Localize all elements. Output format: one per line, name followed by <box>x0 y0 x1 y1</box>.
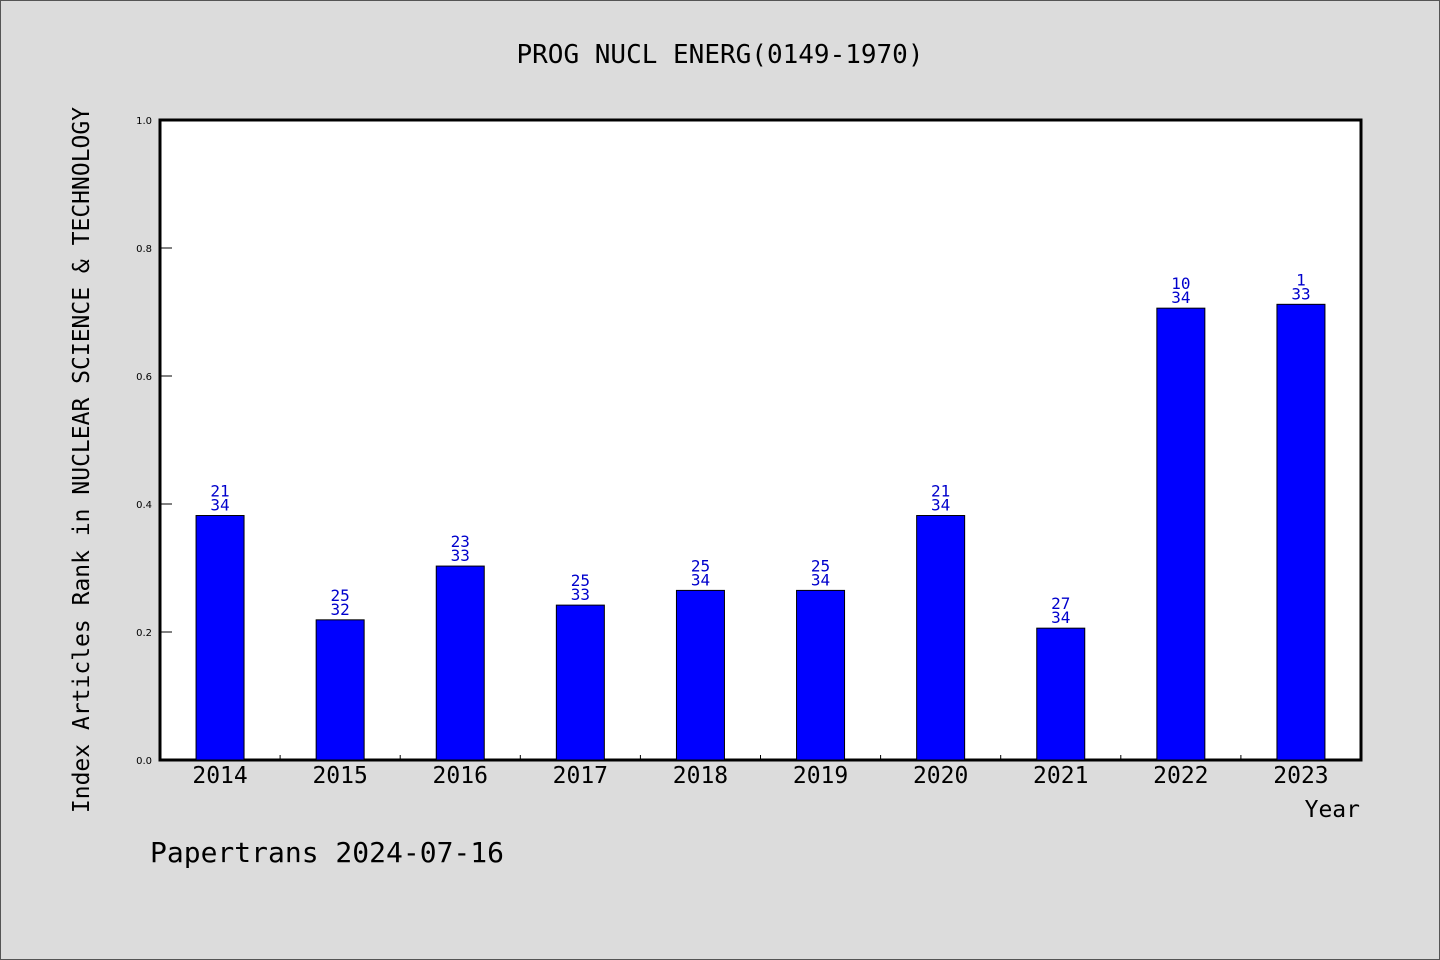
y-axis: 0.0 0.2 0.4 0.6 0.8 1.0 <box>136 116 172 767</box>
bar-rank-label-2014: 21 <box>210 482 229 501</box>
x-tick-label-2020: 2020 <box>913 763 968 789</box>
bar-rank-label-2018: 25 <box>691 556 710 575</box>
x-tick-label-2016: 2016 <box>433 763 488 789</box>
bar-2018 <box>675 589 725 761</box>
bar-total-label-2018: 34 <box>691 570 710 589</box>
bar-total-label-2023: 33 <box>1291 284 1310 303</box>
bar-rank-label-2022: 10 <box>1171 274 1190 293</box>
bar-rank-label-2015: 25 <box>331 586 350 605</box>
y-tick-label-0.0: 0.0 <box>136 756 152 767</box>
bar-total-label-2019: 34 <box>811 570 830 589</box>
bar-rank-label-2017: 25 <box>571 571 590 590</box>
x-axis: 2014 2015 2016 2017 2018 2019 2020 2021 2022 2023 <box>192 755 1329 789</box>
bar-total-label-2020: 34 <box>931 496 950 515</box>
bar-2017 <box>555 604 605 761</box>
bar-2016 <box>435 565 485 761</box>
bar-2023 <box>1276 303 1326 761</box>
x-axis-label: Year <box>1305 797 1360 823</box>
bar-total-label-2016: 33 <box>451 546 470 565</box>
bar-total-label-2022: 34 <box>1171 288 1190 307</box>
bar-rank-label-2019: 25 <box>811 556 830 575</box>
bar-2019 <box>796 589 846 761</box>
bar-2021 <box>1036 627 1086 761</box>
bar-2020 <box>916 515 966 761</box>
bar-rank-label-2016: 23 <box>451 532 470 551</box>
bar-2015 <box>315 619 365 761</box>
bar-2014 <box>195 515 245 761</box>
y-tick-label-1.0: 1.0 <box>136 116 152 127</box>
bar-total-label-2015: 32 <box>331 600 350 619</box>
y-tick-label-0.4: 0.4 <box>136 500 152 511</box>
x-tick-label-2015: 2015 <box>312 763 367 789</box>
bar-total-label-2014: 34 <box>210 496 229 515</box>
bar-2022 <box>1156 307 1206 761</box>
x-tick-label-2014: 2014 <box>192 763 247 789</box>
y-tick-label-0.2: 0.2 <box>136 628 152 639</box>
x-tick-label-2023: 2023 <box>1273 763 1328 789</box>
bars-group <box>195 303 1326 761</box>
chart-title: PROG NUCL ENERG(0149-1970) <box>517 40 924 70</box>
bar-rank-label-2023: 1 <box>1296 270 1306 289</box>
x-tick-label-2021: 2021 <box>1033 763 1088 789</box>
x-tick-label-2019: 2019 <box>793 763 848 789</box>
x-tick-label-2022: 2022 <box>1153 763 1208 789</box>
bar-total-label-2017: 33 <box>571 585 590 604</box>
x-tick-label-2018: 2018 <box>673 763 728 789</box>
bar-total-label-2021: 34 <box>1051 608 1070 627</box>
x-tick-label-2017: 2017 <box>553 763 608 789</box>
footer-text: Papertrans 2024-07-16 <box>150 836 504 869</box>
bar-rank-label-2021: 27 <box>1051 594 1070 613</box>
bar-rank-label-2020: 21 <box>931 482 950 501</box>
y-tick-label-0.8: 0.8 <box>136 244 152 255</box>
y-tick-label-0.6: 0.6 <box>136 372 152 383</box>
y-axis-label: Index Articles Rank in NUCLEAR SCIENCE &… <box>69 107 95 813</box>
